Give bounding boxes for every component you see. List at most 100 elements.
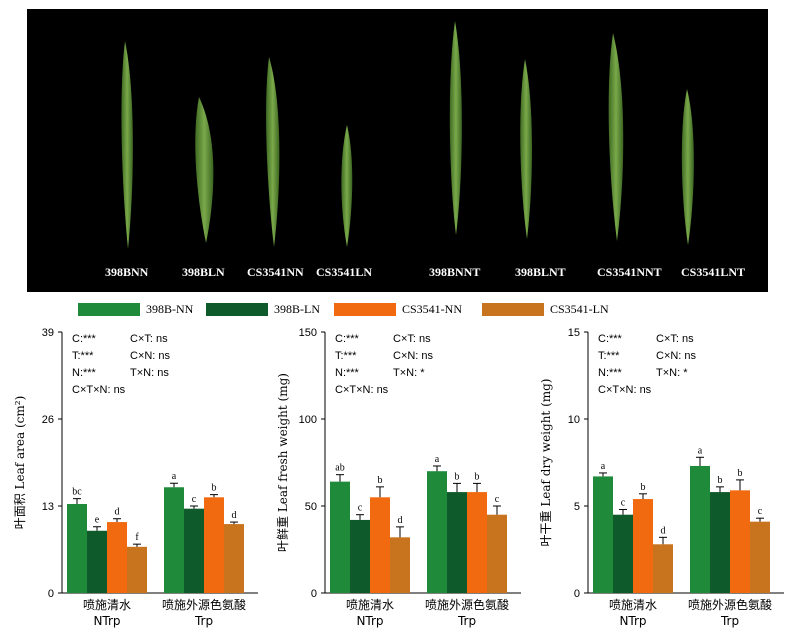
photo-label-CS3541NNT: CS3541NNT [597, 265, 662, 279]
stat-label: N:*** [598, 367, 623, 379]
legend-item-CS3541-LN: CS3541-LN [482, 302, 609, 317]
y-tick-label: 10 [568, 414, 580, 426]
y-tick-label: 0 [574, 588, 580, 600]
category-sublabel: NTrp [93, 614, 120, 628]
significance-letter: a [172, 471, 177, 482]
category-label: 喷施外源色氨酸 [688, 597, 772, 612]
stat-label: C:*** [72, 333, 97, 345]
photo-label-398BNNT: 398BNNT [429, 265, 481, 279]
stat-label: T×N: * [393, 367, 425, 379]
y-tick-label: 150 [299, 327, 317, 339]
stat-label: N:*** [72, 367, 97, 379]
category-label: 喷施清水 [346, 598, 394, 612]
bar-CS3541-NN-0 [107, 522, 127, 593]
significance-letter: d [398, 515, 403, 526]
legend-item-398B-LN: 398B-LN [206, 302, 320, 317]
stat-label: C×T×N: ns [598, 384, 652, 396]
stat-label: C×T×N: ns [72, 384, 126, 396]
leaf-area-chart: 0 13 26 39 叶面积 Leaf area (cm²) C:*** C×T: ns T:… [13, 327, 258, 628]
bar-398B-NN-1 [690, 465, 710, 593]
leaf-photo-panel: 398BNN 398BLN CS3541NN CS3541LN 398BNNT … [27, 9, 768, 292]
bar-398B-LN-1 [447, 492, 467, 593]
legend-item-398B-NN: 398B-NN [78, 302, 193, 317]
leaf-398BNNT [449, 21, 462, 235]
category-label: 喷施外源色氨酸 [425, 597, 509, 612]
photo-label-CS3541LNT: CS3541LNT [681, 265, 746, 279]
bar-398B-NN-1 [427, 471, 447, 593]
legend-swatch [78, 303, 140, 316]
stat-label: T×N: * [656, 367, 688, 379]
leaf-fresh-weight-chart: 0 50 100 150 叶鲜重 Leaf fresh weight (mg) C:***… [276, 327, 521, 628]
leaf-CS3541LNT [681, 89, 694, 245]
y-tick-label: 5 [574, 501, 580, 513]
legend-item-CS3541-NN: CS3541-NN [334, 302, 462, 317]
legend-label: CS3541-NN [402, 302, 463, 316]
category-sublabel: NTrp [619, 614, 646, 628]
stat-label: C×N: ns [130, 350, 171, 362]
legend-swatch [482, 303, 544, 316]
bar-398B-LN-1 [710, 492, 730, 593]
legend-swatch [334, 303, 396, 316]
bar-CS3541-NN-1 [467, 492, 487, 593]
stat-label: T×N: ns [130, 367, 169, 379]
bar-398B-NN-0 [67, 503, 87, 593]
stat-label: C×T: ns [130, 333, 168, 345]
significance-letter: a [698, 445, 703, 456]
significance-letter: c [495, 494, 500, 505]
leaf-dry-weight-chart: 0 5 10 15 叶干重 Leaf dry weight (mg) C:*** C×T: … [539, 327, 784, 628]
y-tick-label: 50 [305, 501, 317, 513]
significance-letter: b [475, 471, 480, 482]
significance-letter: d [661, 525, 666, 536]
stat-label: T:*** [72, 350, 94, 362]
stat-label: C×N: ns [393, 350, 434, 362]
photo-label-398BNN: 398BNN [105, 265, 149, 279]
bar-398B-NN-0 [593, 476, 613, 593]
significance-letter: a [601, 461, 606, 472]
y-tick-label: 39 [42, 327, 54, 339]
significance-letter: b [212, 483, 217, 494]
bar-CS3541-LN-1 [487, 514, 507, 593]
y-tick-label: 15 [568, 327, 580, 339]
stat-label: N:*** [335, 367, 360, 379]
bar-CS3541-LN-1 [750, 521, 770, 593]
significance-letter: bc [72, 487, 82, 498]
y-axis-label: 叶面积 Leaf area (cm²) [13, 396, 27, 530]
bar-398B-LN-0 [613, 514, 633, 593]
y-tick-label: 0 [311, 588, 317, 600]
legend-label: 398B-NN [146, 302, 194, 316]
legend-label: 398B-LN [274, 302, 320, 316]
significance-letter: a [435, 454, 440, 465]
stat-label: C:*** [598, 333, 623, 345]
significance-letter: c [358, 503, 363, 514]
leaf-398BLNT [520, 59, 532, 239]
leaf-398BNN [121, 41, 133, 249]
bar-CS3541-LN-1 [224, 524, 244, 593]
legend-label: CS3541-LN [550, 302, 609, 316]
bar-CS3541-NN-0 [370, 497, 390, 593]
stat-label: C×T×N: ns [335, 384, 389, 396]
bar-CS3541-NN-1 [730, 490, 750, 593]
significance-letter: c [192, 494, 197, 505]
category-sublabel: NTrp [356, 614, 383, 628]
bar-398B-LN-1 [184, 508, 204, 593]
leaf-CS3541NNT [608, 33, 624, 241]
legend-swatch [206, 303, 268, 316]
category-label: 喷施清水 [609, 598, 657, 612]
y-tick-label: 13 [42, 501, 54, 513]
significance-letter: e [95, 515, 100, 526]
leaf-CS3541NN [266, 57, 280, 247]
significance-letter: d [115, 507, 120, 518]
stat-label: T:*** [335, 350, 357, 362]
stat-label: T:*** [598, 350, 620, 362]
bar-398B-LN-0 [87, 530, 107, 593]
photo-label-CS3541LN: CS3541LN [316, 265, 373, 279]
bar-CS3541-NN-1 [204, 497, 224, 593]
bar-398B-LN-0 [350, 519, 370, 593]
y-axis-label: 叶鲜重 Leaf fresh weight (mg) [276, 373, 290, 552]
stat-label: C:*** [335, 333, 360, 345]
bar-CS3541-NN-0 [633, 499, 653, 593]
y-tick-label: 0 [48, 588, 54, 600]
photo-label-CS3541NN: CS3541NN [247, 265, 304, 279]
significance-letter: b [718, 475, 723, 486]
leaf-398BLN [195, 97, 214, 243]
